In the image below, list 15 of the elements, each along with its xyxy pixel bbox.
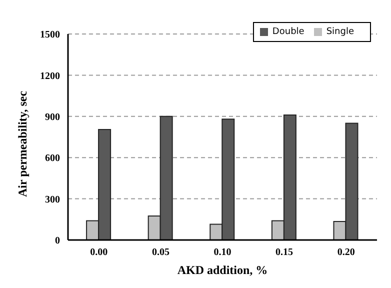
- y-tick-label: 1500: [40, 30, 60, 41]
- x-tick-label: 0.00: [90, 247, 108, 258]
- legend-label: Double: [272, 27, 304, 37]
- y-tick-label: 900: [45, 112, 60, 123]
- x-tick-label: 0.15: [276, 247, 294, 258]
- x-axis-title: AKD addition, %: [177, 263, 268, 277]
- x-tick-label: 0.20: [337, 247, 355, 258]
- x-tick-label: 0.05: [152, 247, 170, 258]
- y-tick-label: 600: [45, 153, 60, 164]
- legend-label: Single: [326, 27, 354, 37]
- y-tick-label: 1200: [40, 70, 60, 82]
- x-tick-label: 0.10: [214, 247, 232, 258]
- y-tick-label: 300: [45, 194, 60, 206]
- y-axis-title: Air permeability, sec: [15, 90, 30, 197]
- y-tick-label: 0: [55, 236, 60, 247]
